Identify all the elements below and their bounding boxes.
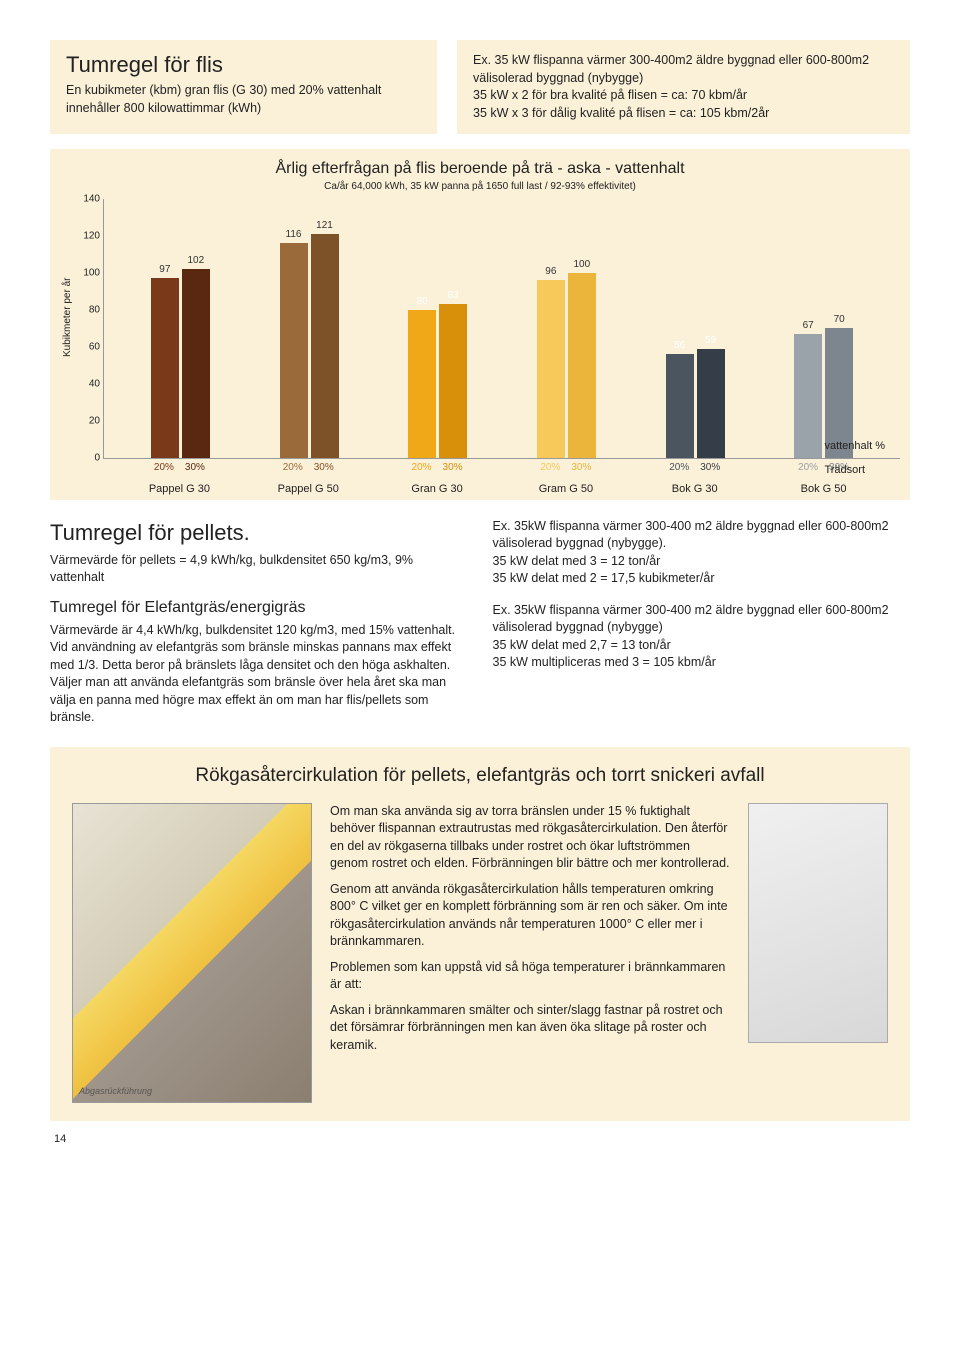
bar-group: 5659: [631, 199, 760, 458]
category-label: Pappel G 50: [244, 483, 373, 495]
category-label: Bok G 30: [630, 483, 759, 495]
bar-group: 8083: [373, 199, 502, 458]
bar-group: 116121: [245, 199, 374, 458]
bar: 96: [537, 280, 565, 458]
bar-value: 116: [280, 229, 308, 240]
s2-p1: Om man ska använda sig av torra bränslen…: [330, 803, 730, 873]
ex-line1: Ex. 35 kW flispanna värmer 300-400m2 äld…: [473, 52, 894, 87]
bar-value: 80: [408, 296, 436, 307]
bar-group: 96100: [502, 199, 631, 458]
pct-label: 20%: [536, 462, 564, 473]
bar-value: 67: [794, 320, 822, 331]
pct-label: 30%: [181, 462, 209, 473]
recirc-title: Rökgasåtercirkulation för pellets, elefa…: [72, 765, 888, 787]
chart-title: Årlig efterfrågan på flis beroende på tr…: [60, 159, 900, 180]
mr-p5: 35 kW delat med 2,7 = 13 ton/år: [493, 637, 911, 655]
mid-right: Ex. 35kW flispanna värmer 300-400 m2 äld…: [493, 518, 911, 727]
bar: 83: [439, 304, 467, 458]
y-tick: 80: [76, 304, 100, 315]
ex-line2: 35 kW x 2 för bra kvalité på flisen = ca…: [473, 87, 894, 105]
pct-label: 30%: [567, 462, 595, 473]
boiler-exterior-image: [748, 803, 888, 1043]
pct-label: 30%: [310, 462, 338, 473]
pct-label: 20%: [794, 462, 822, 473]
s2-p2: Genom att använda rökgasåtercirkulation …: [330, 881, 730, 951]
category-label: Bok G 50: [759, 483, 888, 495]
pct-label: 20%: [408, 462, 436, 473]
x-group: 20%30% Bok G 30: [630, 459, 759, 495]
recirculation-section: Rökgasåtercirkulation för pellets, elefa…: [50, 747, 910, 1121]
mid-left: Tumregel för pellets. Värmevärde för pel…: [50, 518, 468, 727]
category-label: Pappel G 30: [115, 483, 244, 495]
mr-p1: Ex. 35kW flispanna värmer 300-400 m2 äld…: [493, 518, 911, 553]
pct-label: 30%: [439, 462, 467, 473]
bar-value: 96: [537, 266, 565, 277]
y-tick: 0: [76, 452, 100, 463]
elefant-title: Tumregel för Elefantgräs/energigräs: [50, 597, 468, 619]
box-flis: Tumregel för flis En kubikmeter (kbm) gr…: [50, 40, 437, 134]
pellets-body: Värmevärde för pellets = 4,9 kWh/kg, bul…: [50, 552, 468, 587]
pct-label: 20%: [665, 462, 693, 473]
bar-group: 97102: [116, 199, 245, 458]
boiler-caption: Abgasrückführung: [79, 1086, 152, 1096]
x-group: 20%30% Gram G 50: [501, 459, 630, 495]
recirc-text: Om man ska använda sig av torra bränslen…: [330, 803, 730, 1063]
elefant-body: Värmevärde är 4,4 kWh/kg, bulkdensitet 1…: [50, 622, 468, 727]
bar-group: 6770: [759, 199, 888, 458]
bar-value: 59: [697, 335, 725, 346]
y-tick: 20: [76, 415, 100, 426]
bar: 59: [697, 349, 725, 458]
pct-label: 30%: [696, 462, 724, 473]
bar-value: 70: [825, 314, 853, 325]
bar-value: 102: [182, 255, 210, 266]
bar: 56: [666, 354, 694, 458]
bar: 116: [280, 243, 308, 458]
boiler-cutaway-image: Abgasrückführung: [72, 803, 312, 1103]
y-tick: 40: [76, 378, 100, 389]
bar: 102: [182, 269, 210, 458]
demand-chart: Årlig efterfrågan på flis beroende på tr…: [50, 149, 910, 500]
bar-value: 56: [666, 340, 694, 351]
bar: 121: [311, 234, 339, 458]
mid-columns: Tumregel för pellets. Värmevärde för pel…: [50, 518, 910, 727]
y-tick: 100: [76, 267, 100, 278]
chart-subtitle: Ca/år 64,000 kWh, 35 kW panna på 1650 fu…: [60, 180, 900, 193]
mr-p6: 35 kW multipliceras med 3 = 105 kbm/år: [493, 654, 911, 672]
s2-p4: Askan i brännkammaren smälter och sinter…: [330, 1002, 730, 1055]
box-example: Ex. 35 kW flispanna värmer 300-400m2 äld…: [457, 40, 910, 134]
bar: 100: [568, 273, 596, 458]
x-group: 20%30% Pappel G 30: [115, 459, 244, 495]
page-number: 14: [54, 1133, 910, 1145]
mr-p4: Ex. 35kW flispanna värmer 300-400 m2 äld…: [493, 602, 911, 637]
bar-value: 83: [439, 290, 467, 301]
mr-p2: 35 kW delat med 3 = 12 ton/år: [493, 553, 911, 571]
category-label: Gram G 50: [501, 483, 630, 495]
pct-label: 20%: [150, 462, 178, 473]
bar: 97: [151, 278, 179, 457]
mr-p3: 35 kW delat med 2 = 17,5 kubikmeter/år: [493, 570, 911, 588]
pct-label: 20%: [279, 462, 307, 473]
y-axis-label: Kubikmeter per år: [60, 199, 75, 495]
bar-value: 100: [568, 259, 596, 270]
bar-value: 97: [151, 264, 179, 275]
category-label: Gran G 30: [373, 483, 502, 495]
y-tick: 60: [76, 341, 100, 352]
pellets-title: Tumregel för pellets.: [50, 518, 468, 549]
x-group: 20%30% Pappel G 50: [244, 459, 373, 495]
y-tick: 120: [76, 230, 100, 241]
bar: 67: [794, 334, 822, 458]
s2-p3: Problemen som kan uppstå vid så höga tem…: [330, 959, 730, 994]
top-boxes: Tumregel för flis En kubikmeter (kbm) gr…: [50, 40, 910, 134]
legend-sort: Trädsort: [824, 464, 885, 476]
flis-title: Tumregel för flis: [66, 52, 421, 78]
x-group: 20%30% Gran G 30: [373, 459, 502, 495]
y-tick: 140: [76, 193, 100, 204]
chart-legend: vattenhalt % Trädsort: [824, 428, 885, 476]
ex-line3: 35 kW x 3 för dålig kvalité på flisen = …: [473, 105, 894, 123]
bar-value: 121: [311, 220, 339, 231]
bar: 80: [408, 310, 436, 458]
flis-body: En kubikmeter (kbm) gran flis (G 30) med…: [66, 82, 421, 117]
legend-pct: vattenhalt %: [824, 440, 885, 452]
